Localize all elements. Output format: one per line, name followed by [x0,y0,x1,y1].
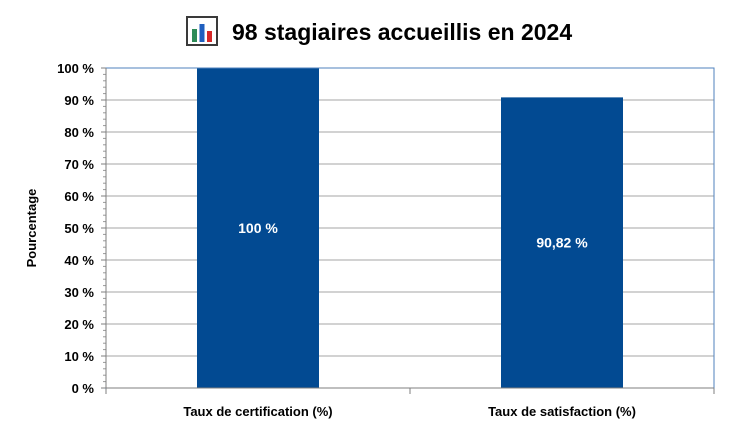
x-tick-label: Taux de certification (%) [183,404,332,419]
bar [197,68,319,388]
data-labels: 100 % 90,82 % [238,220,588,251]
data-label: 90,82 % [536,235,588,251]
x-axis-tick-labels: Taux de certification (%) Taux de satisfa… [183,404,636,419]
y-tick-label: 0 % [72,381,95,396]
y-tick-label: 30 % [64,285,94,300]
plot-area-border [105,67,715,389]
bar-chart-icon [186,16,218,46]
data-label: 100 % [238,220,278,236]
y-tick-label: 40 % [64,253,94,268]
bars [197,68,623,388]
y-tick-label: 80 % [64,125,94,140]
x-tick-label: Taux de satisfaction (%) [488,404,636,419]
y-tick-label: 70 % [64,157,94,172]
y-tick-label: 90 % [64,93,94,108]
y-tick-label: 100 % [57,61,94,76]
y-tick-label: 50 % [64,221,94,236]
y-tick-label: 20 % [64,317,94,332]
y-axis-label: Pourcentage [24,189,39,268]
y-tick-label: 10 % [64,349,94,364]
bar [501,97,623,388]
y-axis-tick-labels: 0 % 10 % 20 % 30 % 40 % 50 % 60 % 70 % 80 % 90 % 1… [57,61,94,396]
chart-title: 98 stagiaires accueillis en 2024 [232,19,572,45]
y-tick-label: 60 % [64,189,94,204]
